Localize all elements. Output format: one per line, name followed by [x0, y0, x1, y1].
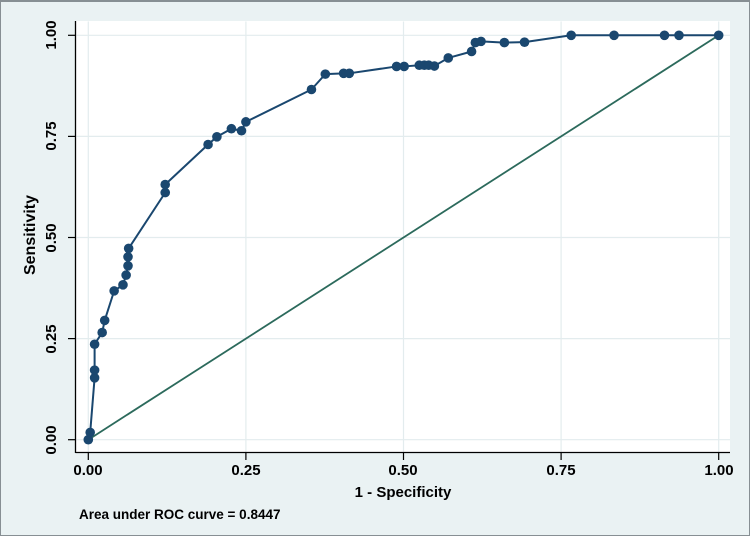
roc-data-point: [344, 68, 355, 79]
y-tick-label-0.50: 0.50: [43, 222, 60, 253]
tick-marks: [68, 34, 720, 460]
roc-data-point: [123, 261, 133, 271]
roc-data-point: [443, 53, 454, 63]
roc-data-point: [85, 427, 95, 438]
roc-data-point: [203, 139, 213, 150]
roc-data-point: [391, 61, 402, 72]
roc-data-point: [466, 46, 477, 57]
x-tick-label-0.75: 0.75: [546, 462, 576, 479]
x-axis-title: 1 - Specificity: [354, 484, 452, 501]
roc-data-point: [121, 270, 131, 280]
roc-data-point: [241, 117, 251, 127]
auc-caption: Area under ROC curve = 0.8447: [79, 507, 281, 522]
roc-data-point: [109, 286, 119, 296]
roc-data-point: [97, 327, 107, 338]
roc-data-point: [83, 434, 94, 445]
roc-data-point: [659, 30, 670, 41]
roc-data-point: [236, 125, 247, 136]
roc-data-point: [566, 30, 576, 41]
roc-data-point: [499, 37, 510, 48]
roc-data-point: [160, 179, 171, 190]
roc-data-point: [226, 123, 237, 134]
roc-data-points: [83, 30, 724, 445]
x-tick-label-0.50: 0.50: [388, 462, 418, 479]
roc-data-point: [320, 69, 331, 79]
roc-data-point: [212, 132, 222, 142]
y-axis-title: Sensitivity: [22, 194, 39, 276]
roc-data-point: [160, 187, 171, 198]
roc-data-point: [713, 30, 724, 41]
roc-data-point: [399, 61, 409, 72]
roc-data-point: [118, 280, 128, 290]
roc-data-point: [123, 252, 133, 262]
reference-diagonal-line: [87, 34, 720, 441]
roc-data-point: [674, 30, 684, 41]
roc-data-point: [99, 315, 110, 326]
x-tick-label-0.00: 0.00: [73, 462, 103, 479]
roc-data-point: [89, 373, 100, 383]
roc-data-point: [306, 84, 317, 95]
roc-data-point: [476, 36, 486, 47]
roc-data-point: [89, 339, 100, 350]
y-tick-label-0.75: 0.75: [43, 121, 60, 151]
roc-data-point: [519, 37, 530, 47]
x-tick-label-1.00: 1.00: [704, 462, 734, 479]
series-layer: [83, 30, 724, 445]
roc-data-point: [89, 365, 100, 375]
y-tick-label-1.00: 1.00: [43, 20, 60, 50]
roc-data-point: [609, 30, 619, 41]
roc-data-point: [123, 243, 134, 254]
roc-data-point: [429, 61, 440, 71]
x-tick-label-0.25: 0.25: [231, 462, 261, 479]
y-tick-label-0.25: 0.25: [43, 324, 60, 354]
y-tick-label-0.00: 0.00: [43, 425, 60, 455]
